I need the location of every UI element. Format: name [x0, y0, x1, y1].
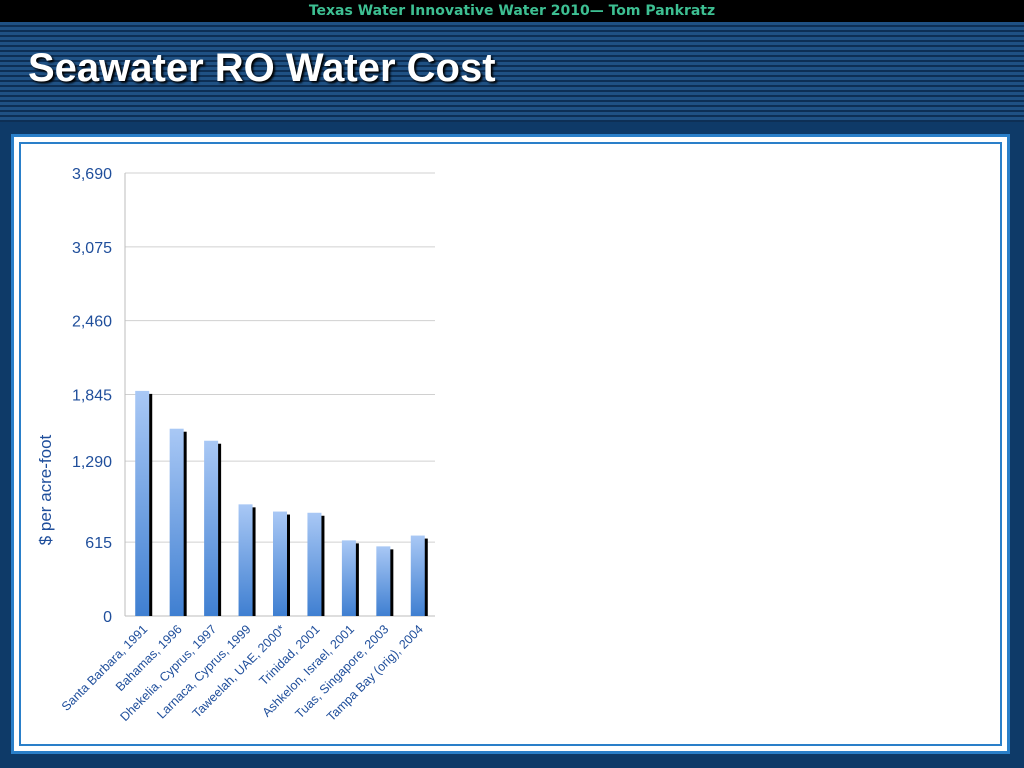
slide-content: 0 615 1,290 1,845 2,460 3,075 3,690 Santa Barb… — [0, 122, 1024, 768]
y-tick-label: 2,460 — [72, 314, 112, 331]
slide-title-banner: Seawater RO Water Cost — [0, 22, 1024, 122]
y-tick-label: 615 — [85, 535, 112, 552]
bar — [273, 511, 287, 616]
bar — [238, 504, 253, 616]
bar — [410, 535, 425, 616]
bar — [204, 440, 219, 616]
y-tick-label: 3,075 — [72, 240, 112, 257]
presentation-credit: Texas Water Innovative Water 2010— Tom P… — [308, 3, 716, 19]
y-axis-label: $ per acre-foot — [36, 434, 55, 545]
presentation-header-bar: Texas Water Innovative Water 2010— Tom P… — [0, 0, 1024, 22]
bar-chart: 0 615 1,290 1,845 2,460 3,075 3,690 Santa Barb… — [36, 166, 435, 724]
x-tick-label: Trinidad, 2001 — [256, 622, 322, 688]
y-tick-label: 3,690 — [72, 166, 112, 183]
slide-title: Seawater RO Water Cost — [28, 46, 496, 90]
y-tick-label: 1,845 — [72, 388, 112, 405]
bar — [376, 546, 391, 616]
bar — [307, 512, 322, 616]
y-tick-label: 0 — [103, 609, 112, 626]
y-axis-ticks: 0 615 1,290 1,845 2,460 3,075 3,690 — [72, 166, 112, 626]
bar — [169, 428, 184, 616]
chart-frame-inner — [19, 142, 1002, 746]
bar — [341, 540, 356, 616]
bar — [135, 390, 150, 616]
y-tick-label: 1,290 — [72, 454, 112, 471]
bars — [135, 390, 428, 616]
